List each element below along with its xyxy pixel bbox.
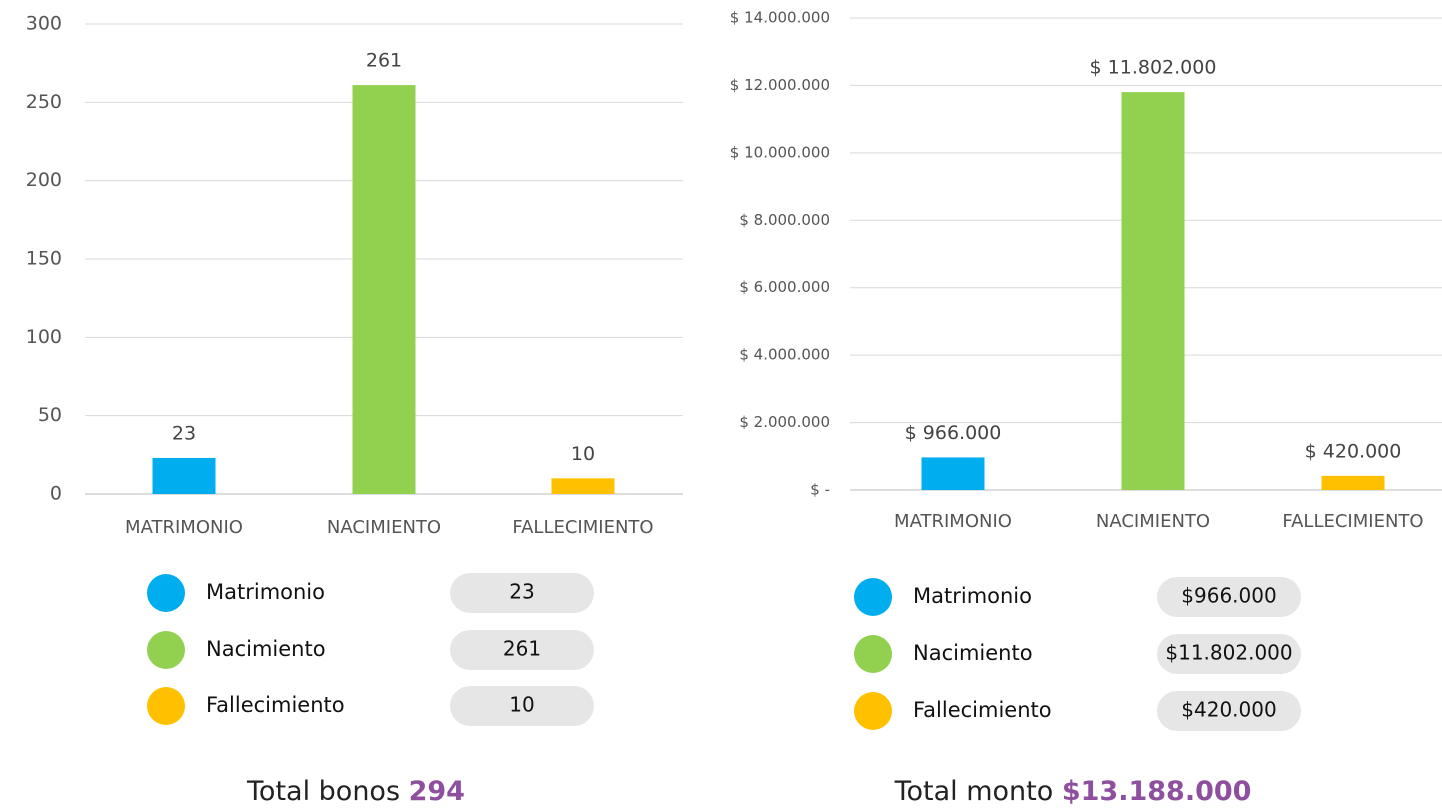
y-tick-label: 50 (38, 404, 62, 426)
y-tick-label: $ 4.000.000 (739, 346, 830, 364)
x-tick-label: MATRIMONIO (894, 511, 1012, 532)
total-label: Total monto (894, 776, 1054, 807)
legend-swatch (854, 635, 892, 673)
y-tick-label: 300 (26, 13, 62, 35)
y-tick-label: $ 10.000.000 (730, 143, 830, 161)
y-tick-label: $ 14.000.000 (730, 9, 830, 27)
bar (921, 457, 985, 490)
legend-value: 261 (503, 637, 541, 661)
bar (551, 478, 615, 494)
x-tick-label: FALLECIMIENTO (512, 517, 653, 538)
y-tick-label: 100 (26, 326, 62, 348)
legend-value: $420.000 (1181, 698, 1276, 722)
legend-swatch (147, 574, 185, 612)
legend-swatch (147, 631, 185, 669)
bar (1121, 92, 1185, 490)
legend-value: $966.000 (1181, 584, 1276, 608)
legend-pill (450, 630, 594, 670)
legend-name: Fallecimiento (206, 693, 345, 717)
total-label: Total bonos (246, 776, 400, 807)
data-label: $ 966.000 (905, 422, 1002, 444)
legend-value: 23 (509, 580, 534, 604)
data-label: $ 420.000 (1305, 440, 1402, 462)
legend-pill (1157, 691, 1301, 731)
data-label: $ 11.802.000 (1090, 57, 1217, 79)
y-tick-label: 250 (26, 91, 62, 113)
legend-swatch (854, 692, 892, 730)
legend-swatch (147, 687, 185, 725)
y-tick-label: $ 6.000.000 (739, 278, 830, 296)
x-tick-label: FALLECIMIENTO (1282, 511, 1423, 532)
legend-swatch (854, 578, 892, 616)
data-label: 261 (366, 50, 402, 72)
legend-pill (1157, 577, 1301, 617)
legend-name: Nacimiento (206, 637, 326, 661)
data-label: 23 (172, 422, 196, 444)
x-tick-label: NACIMIENTO (1096, 511, 1210, 532)
x-tick-label: MATRIMONIO (125, 517, 243, 538)
legend-pill (1157, 634, 1301, 674)
x-tick-label: NACIMIENTO (327, 517, 441, 538)
y-tick-label: 200 (26, 169, 62, 191)
total: Total bonos 294 (246, 776, 465, 807)
y-tick-label: 150 (26, 248, 62, 270)
legend-name: Matrimonio (206, 580, 325, 604)
legend-value: $11.802.000 (1165, 641, 1292, 665)
total-value: 294 (409, 776, 465, 807)
total-value: $13.188.000 (1062, 776, 1252, 807)
total: Total monto $13.188.000 (894, 776, 1252, 807)
y-tick-label: $ 8.000.000 (739, 211, 830, 229)
legend-name: Matrimonio (913, 584, 1032, 608)
legend-pill (450, 573, 594, 613)
bar (1321, 475, 1385, 490)
legend-name: Nacimiento (913, 641, 1033, 665)
data-label: 10 (571, 443, 595, 465)
bar (152, 457, 216, 494)
legend-value: 10 (509, 693, 534, 717)
y-tick-label: $ 2.000.000 (739, 413, 830, 431)
y-tick-label: $ - (810, 481, 830, 499)
legend-pill (450, 686, 594, 726)
y-tick-label: 0 (50, 483, 62, 505)
y-tick-label: $ 12.000.000 (730, 76, 830, 94)
bar (352, 85, 416, 494)
legend-name: Fallecimiento (913, 698, 1052, 722)
